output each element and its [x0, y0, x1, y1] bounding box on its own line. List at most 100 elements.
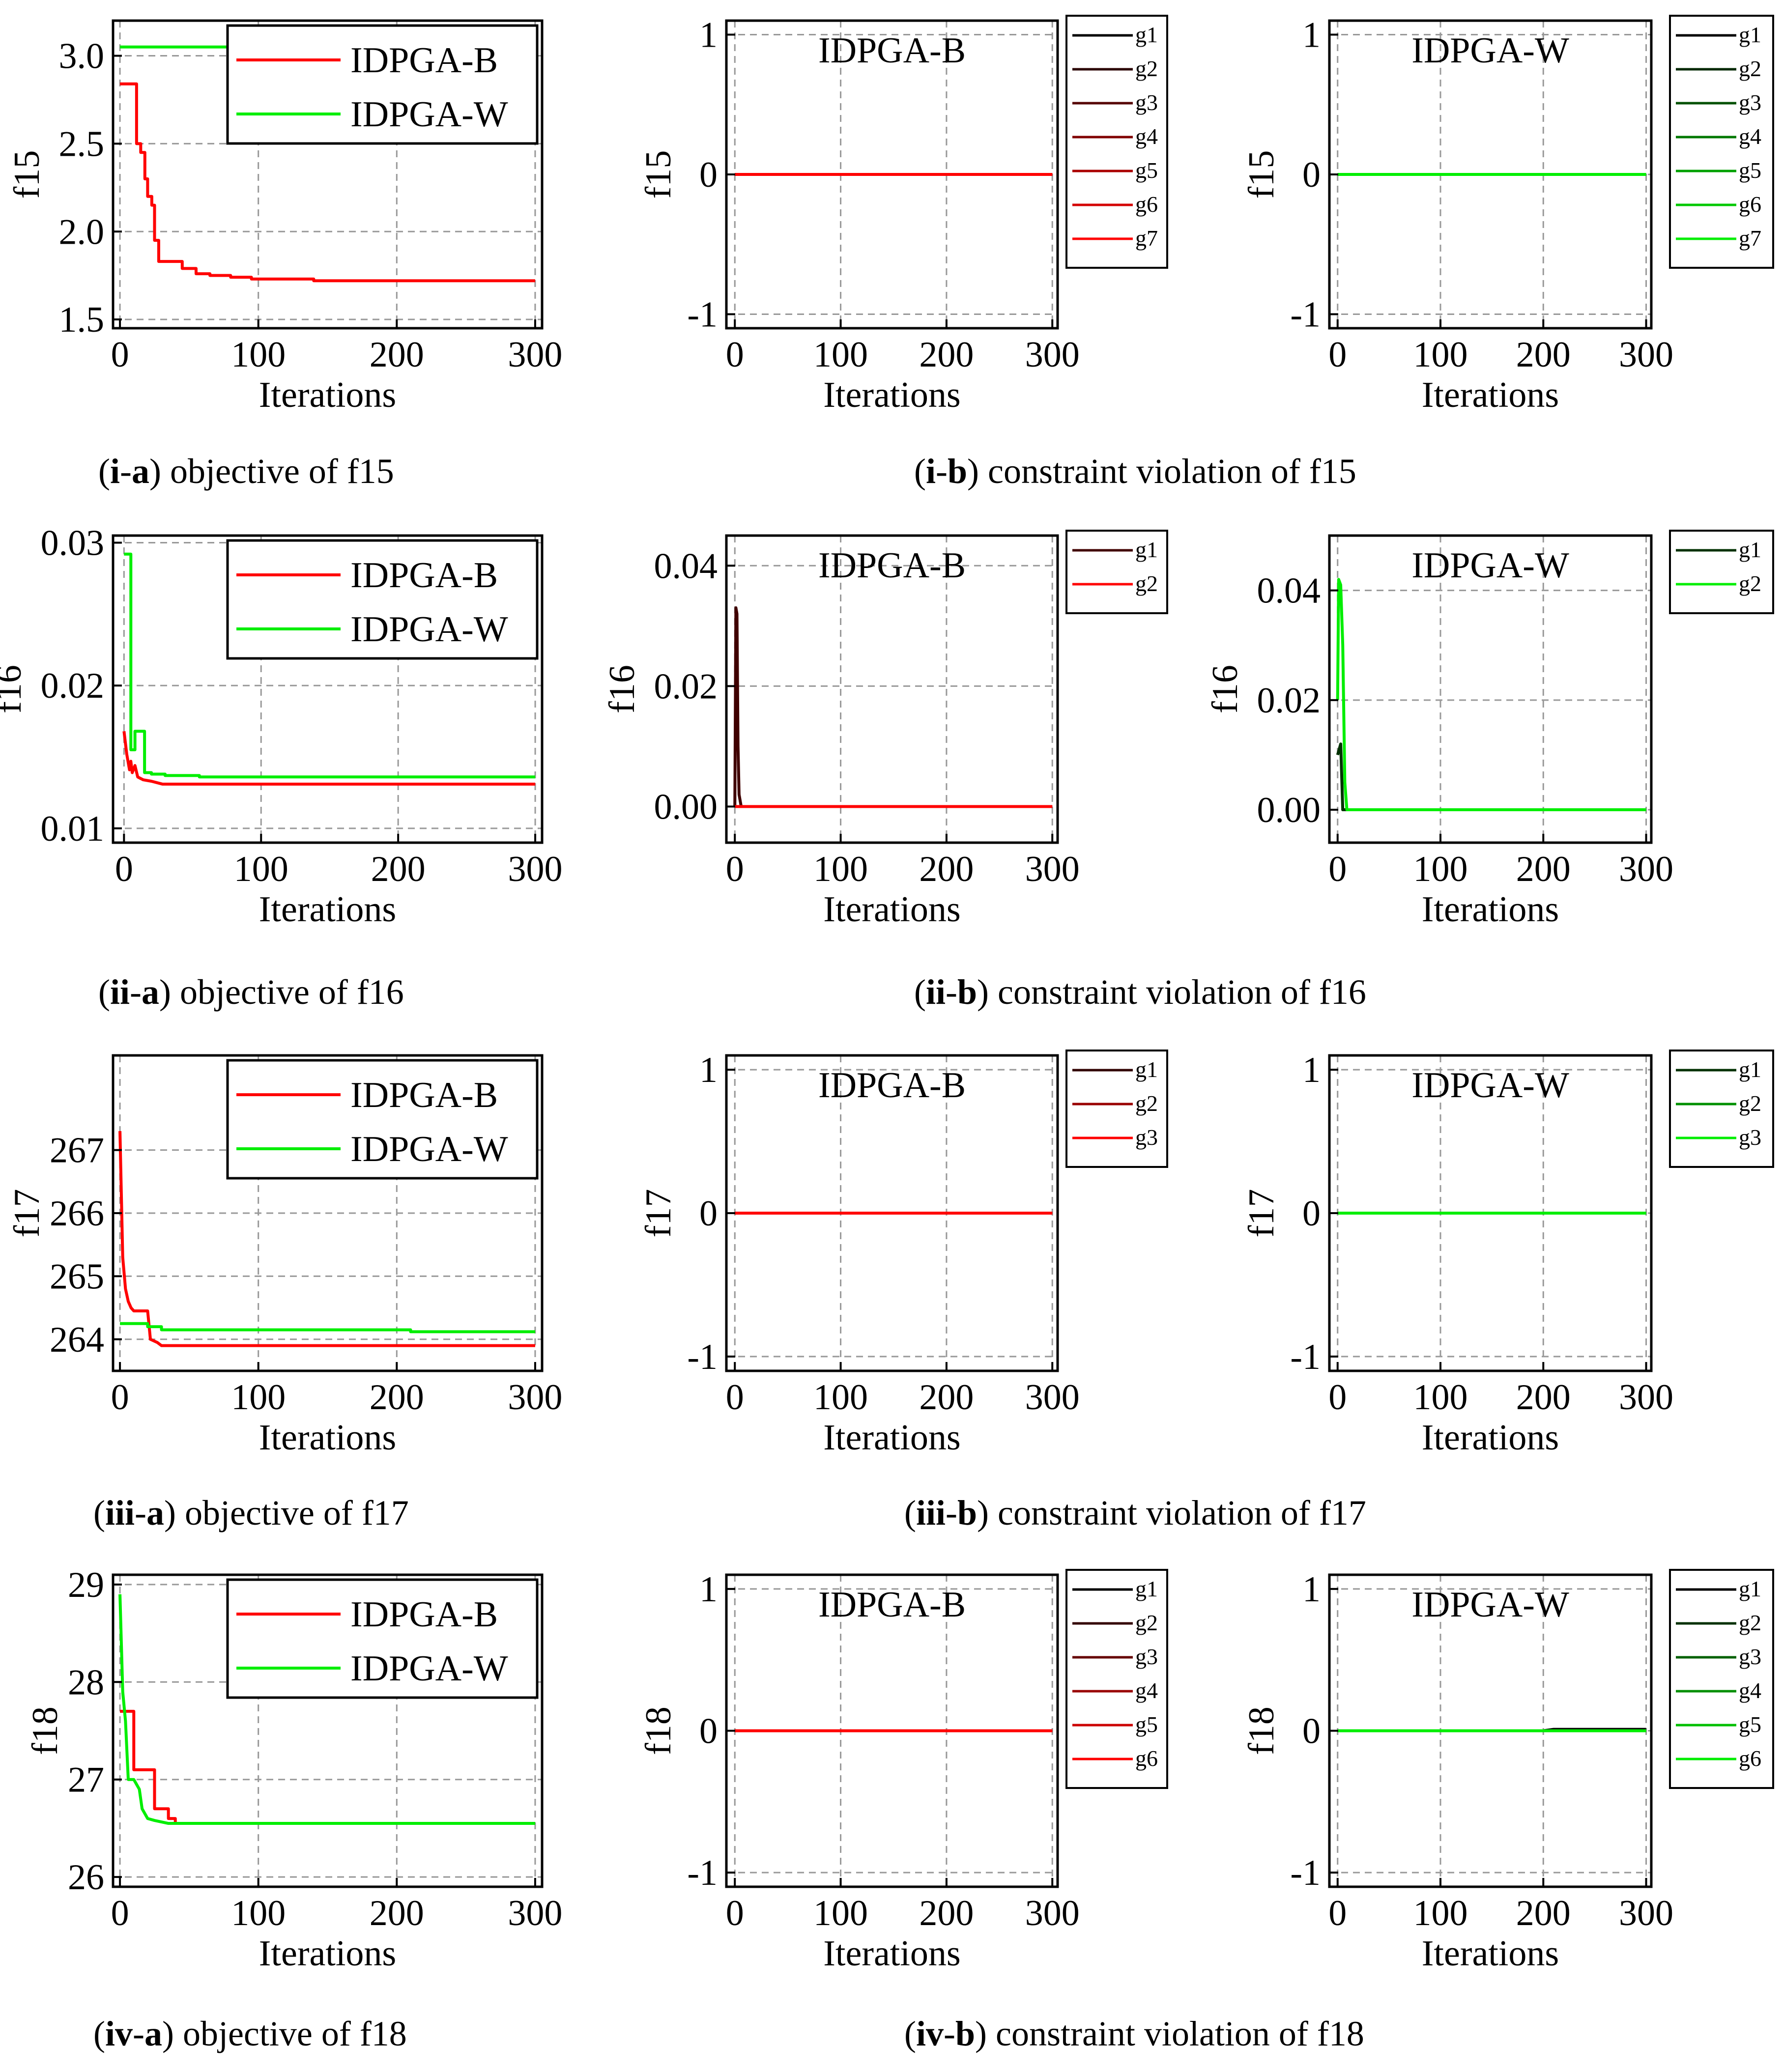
legend-label: g6 — [1739, 192, 1761, 217]
legend-box — [226, 1059, 539, 1180]
y-axis-label: f17 — [7, 1189, 47, 1238]
series-line-g1 — [733, 606, 1053, 808]
legend-box — [226, 24, 539, 145]
legend-label: g3 — [1135, 90, 1158, 115]
legend-label: g3 — [1739, 1644, 1761, 1669]
x-tick-label: 300 — [1025, 1377, 1080, 1418]
chart-title: IDPGA-B — [818, 1065, 966, 1106]
chart-f16-violation-W: IDPGA-W 0 100 200 300 0.00 0.02 0.04 Iterations f… — [1205, 530, 1774, 930]
x-axis-label: Iterations — [823, 1933, 960, 1974]
x-tick-label: 200 — [919, 1377, 974, 1418]
x-tick-label: 300 — [1619, 849, 1673, 889]
chart-f16-objective: 0 100 200 300 0.01 0.02 0.03 Iterations f16 IDPGA… — [0, 523, 563, 930]
legend-label: g4 — [1739, 124, 1761, 149]
legend-label: IDPGA-B — [350, 1075, 498, 1115]
y-tick-label: -1 — [1290, 1337, 1321, 1377]
legend-label: g3 — [1135, 1125, 1158, 1150]
y-axis-label: f16 — [1205, 665, 1245, 713]
legend-label: g3 — [1739, 1125, 1761, 1150]
legend-label: g2 — [1739, 571, 1761, 596]
y-tick-label: -1 — [687, 1853, 718, 1893]
chart-title: IDPGA-B — [818, 30, 966, 71]
x-tick-label: 300 — [508, 1893, 562, 1933]
legend-label: g7 — [1135, 226, 1158, 251]
legend-label: IDPGA-B — [350, 555, 498, 596]
chart-title: IDPGA-W — [1411, 1065, 1569, 1106]
legend: IDPGA-B IDPGA-W — [226, 24, 539, 145]
chart-title: IDPGA-B — [818, 1585, 966, 1625]
legend-box — [1669, 1569, 1774, 1789]
x-tick-label: 200 — [1516, 1893, 1571, 1933]
x-tick-label: 100 — [813, 1893, 868, 1933]
legend-label: g2 — [1135, 56, 1158, 81]
legend: IDPGA-B IDPGA-W — [226, 539, 539, 660]
x-tick-label: 300 — [1025, 849, 1080, 889]
legend-label: g1 — [1739, 1576, 1761, 1601]
x-tick-label: 300 — [1619, 1893, 1673, 1933]
plot-frame — [112, 1573, 544, 1888]
legend-label: g4 — [1739, 1678, 1761, 1703]
legend-label: g6 — [1739, 1746, 1761, 1771]
chart-f18-violation-W: IDPGA-W0 100 200 300-101Iterationsf18g1g2g3… — [1241, 1569, 1774, 1974]
x-tick-label: 0 — [1328, 1377, 1347, 1418]
x-tick-label: 0 — [1328, 1893, 1347, 1933]
y-tick-label: 0.01 — [41, 809, 105, 849]
legend-label: g4 — [1135, 1678, 1158, 1703]
y-tick-label: 1 — [699, 1569, 718, 1610]
y-tick-label: 0 — [1302, 155, 1321, 195]
x-tick-label: 0 — [726, 849, 744, 889]
chart-title: IDPGA-B — [818, 545, 966, 586]
caption-ii-a: (ii-a) objective of f16 — [98, 972, 404, 1012]
legend-label: g5 — [1739, 1712, 1761, 1737]
y-tick-label: 3.0 — [59, 36, 105, 77]
legend-label: IDPGA-W — [350, 1648, 508, 1689]
series-line-IDPGA-W — [118, 1594, 535, 1825]
x-tick-label: 200 — [370, 335, 424, 375]
y-tick-label: 1 — [699, 1050, 718, 1090]
legend-label: g2 — [1135, 1610, 1158, 1635]
y-tick-label: 0 — [699, 1711, 718, 1752]
series-line-g1 — [1336, 742, 1646, 812]
legend-label: g1 — [1135, 1057, 1158, 1082]
legend-label: g5 — [1135, 1712, 1158, 1737]
legend-label: IDPGA-W — [350, 609, 508, 650]
legend-box — [1065, 530, 1168, 614]
plot-frame — [725, 534, 1059, 844]
legend-box — [1669, 15, 1774, 269]
chart-f18-objective: 0 100 200 30026272829Iterationsf18IDPGA-BID… — [25, 1565, 562, 1974]
legend-label: g2 — [1135, 1091, 1158, 1116]
x-tick-label: 0 — [1328, 335, 1347, 375]
y-tick-label: 0.04 — [654, 546, 718, 586]
y-axis-label: f15 — [7, 150, 47, 199]
x-tick-label: 0 — [111, 1893, 129, 1933]
y-axis-label: f18 — [25, 1706, 65, 1755]
series-line-g2 — [1336, 578, 1646, 812]
y-axis-label: f16 — [0, 665, 29, 713]
legend: g1 g2 g3 g4 g5 g6 — [1065, 1569, 1168, 1789]
chart-f15-violation-B: IDPGA-B0 100 200 300-101Iterationsf15g1g2g3… — [638, 15, 1168, 415]
y-tick-label: 0.00 — [654, 787, 718, 827]
legend-box — [1065, 15, 1168, 269]
y-tick-label: 267 — [50, 1131, 104, 1171]
legend-label: g2 — [1135, 571, 1158, 596]
legend-label: g1 — [1135, 537, 1158, 562]
y-tick-label: 0.00 — [1257, 790, 1321, 830]
chart-f15-objective: 0 100 200 300 1.5 2.0 2.5 3.0 Iterations f15 IDPGA… — [7, 19, 562, 415]
legend-label: g2 — [1739, 56, 1761, 81]
legend-label: g1 — [1739, 22, 1761, 47]
y-tick-label: 0.02 — [654, 666, 718, 707]
y-tick-label: 29 — [68, 1565, 104, 1605]
legend: IDPGA-B IDPGA-W — [226, 1578, 539, 1699]
legend-label: g2 — [1739, 1091, 1761, 1116]
x-tick-label: 0 — [726, 335, 744, 375]
y-tick-label: 1.5 — [59, 300, 105, 340]
x-tick-label: 200 — [919, 335, 974, 375]
y-tick-label: 26 — [68, 1857, 104, 1898]
series-line-IDPGA-W — [124, 552, 536, 779]
y-tick-label: -1 — [687, 295, 718, 335]
x-axis-label: Iterations — [259, 1933, 396, 1974]
legend-label: g6 — [1135, 1746, 1158, 1771]
series-line-IDPGA-B — [122, 731, 536, 786]
